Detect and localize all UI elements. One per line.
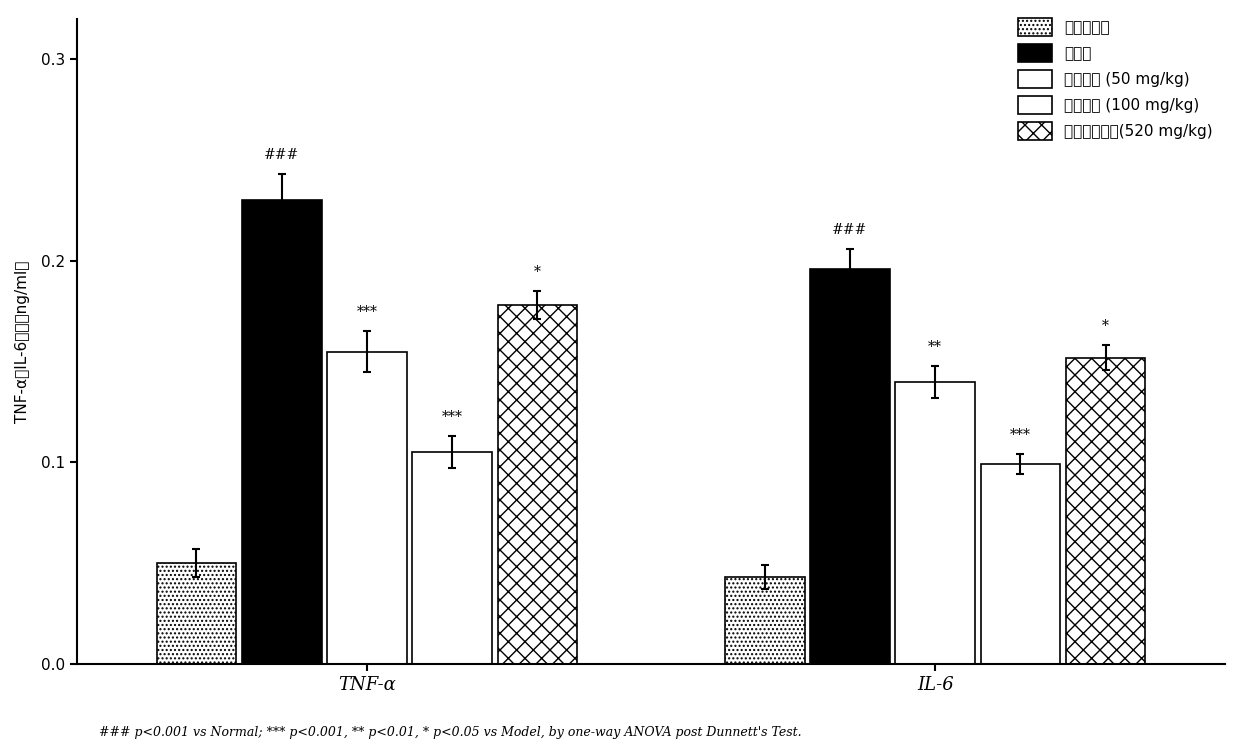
Text: ***: ***: [441, 410, 463, 424]
Text: ###: ###: [832, 222, 868, 237]
Text: *: *: [1102, 320, 1109, 333]
Bar: [327, 351, 407, 664]
Legend: 正常对照组, 模型组, 曲扎茅苷 (50 mg/kg), 曲扎茅苷 (100 mg/kg), 柳氮磺胺比嚃(520 mg/kg): 正常对照组, 模型组, 曲扎茅苷 (50 mg/kg), 曲扎茅苷 (100 m…: [1014, 14, 1218, 145]
Bar: [497, 305, 577, 664]
Bar: [413, 452, 492, 664]
Text: ***: ***: [356, 305, 377, 319]
Bar: [981, 464, 1060, 664]
Bar: [810, 269, 890, 664]
Text: ***: ***: [1009, 428, 1030, 443]
Text: **: **: [929, 339, 942, 354]
Bar: [242, 201, 321, 664]
Bar: [1066, 357, 1146, 664]
Text: *: *: [534, 265, 541, 279]
Bar: [156, 563, 237, 664]
Text: ###: ###: [264, 148, 299, 162]
Y-axis label: TNF-α和IL-6水平（ng/ml）: TNF-α和IL-6水平（ng/ml）: [15, 260, 30, 423]
Bar: [725, 578, 805, 664]
Text: ### p<0.001 vs Normal; *** p<0.001, ** p<0.01, * p<0.05 vs Model, by one-way ANO: ### p<0.001 vs Normal; *** p<0.001, ** p…: [99, 726, 802, 739]
Bar: [895, 382, 975, 664]
